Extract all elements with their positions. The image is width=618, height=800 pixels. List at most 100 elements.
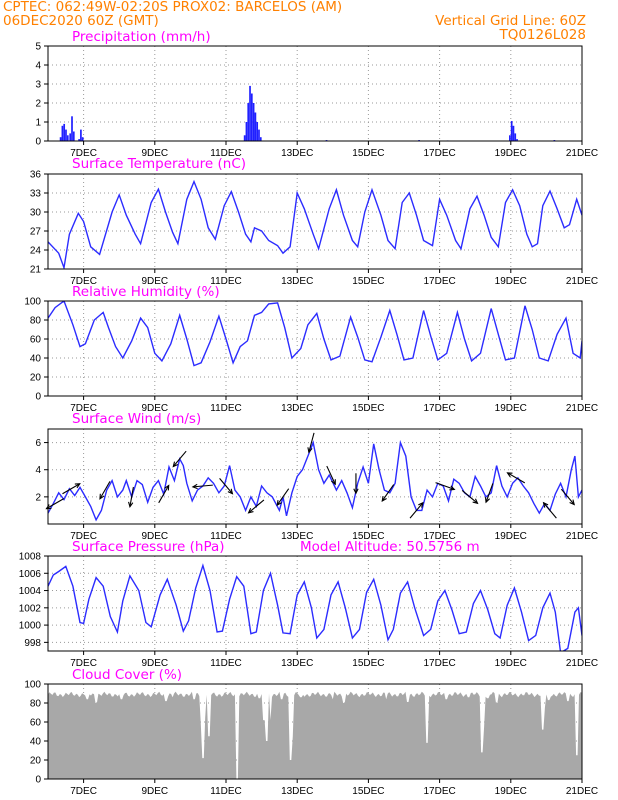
x-tick-label: 7DEC bbox=[70, 148, 97, 159]
x-tick-label: 15DEC bbox=[352, 786, 384, 797]
x-tick-label: 9DEC bbox=[141, 276, 168, 287]
x-tick-label: 7DEC bbox=[70, 531, 97, 542]
precip-bar bbox=[80, 129, 82, 141]
wind-arrow-head bbox=[449, 485, 456, 491]
precip-bar bbox=[69, 133, 72, 141]
x-tick-label: 17DEC bbox=[423, 658, 455, 669]
wind-arrow-shaft bbox=[99, 481, 111, 500]
wind-arrow-shaft bbox=[192, 484, 213, 488]
panel-title: Relative Humidity (%) bbox=[72, 284, 220, 300]
wind-arrow-head bbox=[484, 497, 490, 504]
y-tick-label: 60 bbox=[30, 335, 42, 346]
wind-arrow bbox=[326, 465, 336, 486]
x-tick-label: 15DEC bbox=[352, 531, 384, 542]
y-tick-label: 1008 bbox=[19, 552, 42, 563]
precip-bar bbox=[78, 139, 80, 141]
precip-bar bbox=[81, 137, 84, 141]
precip-bar bbox=[512, 125, 515, 141]
x-tick-label: 19DEC bbox=[495, 658, 527, 669]
wind-arrow-shaft bbox=[308, 432, 315, 453]
precip-bar bbox=[250, 93, 253, 141]
plot-area bbox=[48, 174, 582, 269]
precip-bar bbox=[258, 129, 260, 141]
wind-arrow bbox=[381, 484, 395, 503]
x-tick-label: 11DEC bbox=[210, 148, 242, 159]
wind-arrow bbox=[409, 501, 424, 519]
wind-arrow bbox=[276, 488, 290, 507]
x-tick-label: 9DEC bbox=[141, 531, 168, 542]
y-tick-label: 1000 bbox=[19, 621, 42, 632]
y-tick-label: 4 bbox=[35, 61, 41, 72]
precip-bar bbox=[247, 103, 250, 141]
wind-arrow-head bbox=[191, 483, 198, 490]
plot-frame bbox=[47, 45, 583, 142]
x-tick-label: 19DEC bbox=[495, 148, 527, 159]
wind-arrow-shaft bbox=[507, 472, 526, 484]
x-tick-label: 21DEC bbox=[566, 658, 598, 669]
wind-arrow bbox=[461, 490, 479, 505]
precip-bar bbox=[72, 131, 75, 141]
x-tick-label: 9DEC bbox=[141, 148, 168, 159]
wind-arrow bbox=[62, 483, 81, 495]
cloud-area bbox=[48, 691, 582, 779]
x-tick-label: 13DEC bbox=[281, 403, 313, 414]
wind-arrow bbox=[560, 488, 576, 506]
header-model-code: TQ0126L028 bbox=[499, 27, 586, 43]
wind-arrow bbox=[99, 481, 111, 500]
y-tick-label: 40 bbox=[30, 737, 42, 748]
plot-area bbox=[48, 46, 582, 141]
y-tick-label: 1004 bbox=[19, 586, 42, 597]
x-tick-label: 17DEC bbox=[423, 403, 455, 414]
y-tick-label: 27 bbox=[30, 227, 42, 238]
x-tick-label: 17DEC bbox=[423, 531, 455, 542]
y-tick-label: 6 bbox=[35, 438, 41, 449]
y-tick-label: 0 bbox=[35, 775, 41, 786]
wind-arrow-shaft bbox=[158, 485, 170, 504]
x-tick-label: 15DEC bbox=[352, 658, 384, 669]
x-tick-label: 21DEC bbox=[566, 148, 598, 159]
series-line bbox=[48, 301, 582, 367]
x-tick-label: 9DEC bbox=[141, 786, 168, 797]
precip-bar bbox=[66, 135, 69, 141]
precip-bar bbox=[245, 122, 248, 141]
x-tick-label: 7DEC bbox=[70, 658, 97, 669]
x-tick-label: 9DEC bbox=[141, 403, 168, 414]
precip-bar bbox=[516, 139, 518, 141]
wind-arrow bbox=[158, 484, 170, 504]
y-tick-label: 2 bbox=[35, 99, 41, 110]
panel-4: Surface Pressure (hPa) Model Altitude: 50… bbox=[19, 539, 598, 669]
plot-area bbox=[48, 556, 582, 651]
wind-arrow-head bbox=[128, 501, 134, 508]
wind-arrow-shaft bbox=[461, 490, 478, 504]
wind-arrow-head bbox=[542, 501, 549, 508]
wind-arrow-shaft bbox=[219, 477, 233, 495]
plot-frame bbox=[47, 555, 583, 652]
panel-1: Surface Temperature (nC) 21 24 27 30 33 36 7DEC… bbox=[30, 156, 598, 287]
wind-arrow-head bbox=[569, 499, 576, 506]
wind-arrow-head bbox=[418, 501, 424, 508]
panel-title: Surface Pressure (hPa) bbox=[72, 539, 225, 555]
precip-bar bbox=[71, 116, 73, 141]
precip-bar bbox=[252, 103, 255, 141]
wind-arrow-shaft bbox=[381, 484, 395, 502]
x-tick-label: 21DEC bbox=[566, 276, 598, 287]
wind-arrow bbox=[307, 432, 315, 454]
x-tick-label: 13DEC bbox=[281, 276, 313, 287]
precip-bar bbox=[256, 122, 259, 141]
x-tick-label: 15DEC bbox=[352, 276, 384, 287]
precip-bar bbox=[514, 133, 517, 141]
panel-5: Cloud Cover (%) 0 20 40 60 80 100 7DEC 9DEC 11DEC… bbox=[24, 667, 598, 797]
header-grid-note: Vertical Grid Line: 60Z bbox=[435, 13, 586, 29]
series-line bbox=[48, 563, 582, 651]
y-tick-label: 4 bbox=[35, 465, 41, 476]
header-location: CPTEC: 062:49W-02:20S PROX02: BARCELOS (… bbox=[3, 0, 343, 15]
x-tick-label: 19DEC bbox=[495, 786, 527, 797]
x-tick-label: 7DEC bbox=[70, 403, 97, 414]
precip-bar bbox=[254, 112, 257, 141]
wind-arrow-shaft bbox=[276, 488, 290, 506]
wind-arrow-shaft bbox=[326, 465, 336, 485]
x-tick-label: 11DEC bbox=[210, 658, 242, 669]
y-tick-label: 0 bbox=[35, 392, 41, 403]
y-tick-label: 998 bbox=[24, 638, 41, 649]
plot-frame bbox=[47, 300, 583, 397]
